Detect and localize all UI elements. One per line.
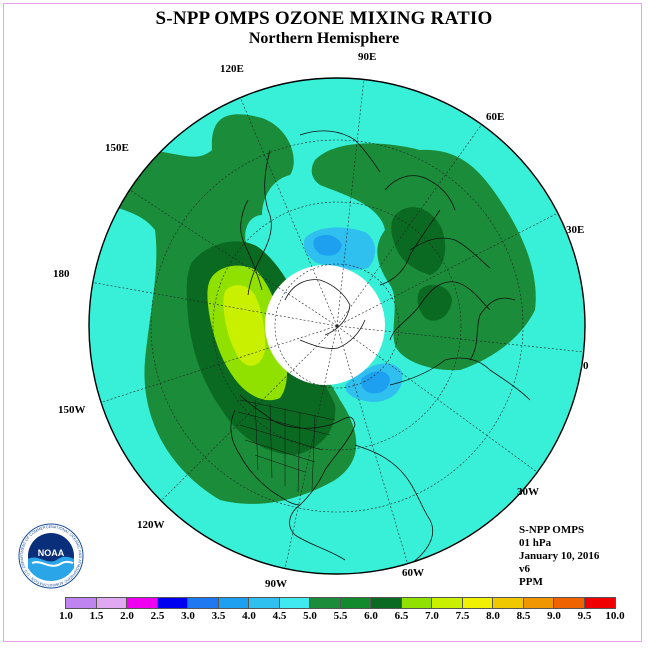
lon-label-90w: 90W <box>265 578 287 590</box>
colorbar-tick-label: 3.0 <box>181 610 195 622</box>
colorbar-tick-label: 8.0 <box>486 610 500 622</box>
lon-label-150e: 150E <box>105 142 129 154</box>
polar-no-data-disc <box>265 265 385 385</box>
colorbar-tick-label: 6.0 <box>364 610 378 622</box>
figure-subtitle: Northern Hemisphere <box>248 30 400 47</box>
colorbar-tick-label: 4.0 <box>242 610 256 622</box>
colorbar-swatch <box>371 598 402 608</box>
lon-label-120e: 120E <box>220 63 244 75</box>
colorbar-tick-label: 5.0 <box>303 610 317 622</box>
graticule <box>89 78 585 570</box>
colorbar-swatch <box>310 598 341 608</box>
colorbar-tick-label: 7.0 <box>425 610 439 622</box>
colorbar-tick-label: 5.5 <box>333 610 348 622</box>
colorbar-swatch <box>554 598 585 608</box>
colorbar-swatch <box>279 598 310 608</box>
colorbar-tick-label: 9.5 <box>577 610 592 622</box>
info-pressure: 01 hPa <box>519 537 552 549</box>
colorbar-swatch <box>432 598 463 608</box>
lon-label-60e: 60E <box>486 111 505 123</box>
lon-label-0: 0 <box>583 360 589 372</box>
ozone-field <box>89 78 585 574</box>
ozone-low-3-5-south <box>361 371 390 394</box>
ozone-low-3-5-north <box>313 234 342 256</box>
lon-label-120w: 120W <box>137 519 165 531</box>
colorbar-swatch <box>523 598 554 608</box>
colorbar-swatch <box>218 598 249 608</box>
figure-frame <box>3 3 642 642</box>
noaa-logo-text: NOAA <box>38 548 65 558</box>
colorbar-swatch <box>462 598 493 608</box>
colorbar <box>65 597 616 609</box>
colorbar-labels: 1.0 1.5 2.0 2.5 3.0 3.5 4.0 4.5 5.0 5.5 6.0 6.5 7.0 7… <box>0 610 648 624</box>
lon-label-90e: 90E <box>358 51 377 63</box>
info-block: S-NPP OMPS 01 hPa January 10, 2016 v6 PP… <box>519 524 599 589</box>
colorbar-swatch <box>127 598 158 608</box>
colorbar-swatch <box>401 598 432 608</box>
info-date: January 10, 2016 <box>519 550 600 562</box>
lon-label-60w: 60W <box>402 567 424 579</box>
colorbar-tick-label: 2.0 <box>120 610 134 622</box>
lon-label-30e: 30E <box>566 224 585 236</box>
info-units: PPM <box>519 576 543 588</box>
colorbar-swatch <box>96 598 127 608</box>
state-borders <box>237 399 336 493</box>
colorbar-tick-label: 4.5 <box>272 610 287 622</box>
ozone-core-6-0-east-2 <box>417 284 452 321</box>
ozone-core-6-0-east <box>391 207 446 275</box>
colorbar-tick-label: 1.5 <box>89 610 104 622</box>
globe-outline <box>88 77 586 575</box>
colorbar-tick-label: 6.5 <box>394 610 409 622</box>
colorbar-tick-label: 8.5 <box>516 610 531 622</box>
colorbar-tick-label: 10.0 <box>605 610 625 622</box>
colorbar-tick-label: 9.0 <box>547 610 561 622</box>
colorbar-tick-label: 2.5 <box>150 610 165 622</box>
info-instrument: S-NPP OMPS <box>519 524 585 536</box>
lon-label-150w: 150W <box>58 404 86 416</box>
lon-label-30w: 30W <box>517 486 539 498</box>
colorbar-tick-label: 1.0 <box>59 610 73 622</box>
figure-title: S-NPP OMPS OZONE MIXING RATIO <box>155 8 493 29</box>
lon-label-180: 180 <box>53 268 70 280</box>
colorbar-swatch <box>188 598 219 608</box>
colorbar-swatch <box>584 598 615 608</box>
colorbar-swatch <box>249 598 280 608</box>
info-version: v6 <box>519 563 530 575</box>
ozone-max-7-0 <box>223 285 266 366</box>
colorbar-tick-label: 7.5 <box>455 610 470 622</box>
colorbar-swatch <box>157 598 188 608</box>
noaa-logo: NOAA NATIONAL OCEANIC AND ATMOSPHERIC AD… <box>18 523 84 589</box>
colorbar-swatch <box>340 598 371 608</box>
colorbar-tick-label: 3.5 <box>211 610 226 622</box>
colorbar-swatch <box>493 598 524 608</box>
colorbar-swatch <box>66 598 97 608</box>
